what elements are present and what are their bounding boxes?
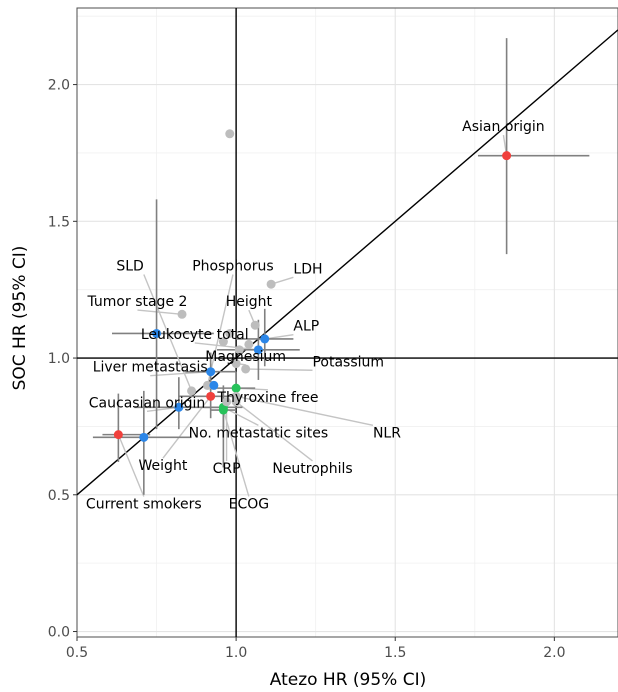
y-tick-label: 1.0: [48, 351, 70, 367]
label-leader-line: [137, 309, 183, 315]
point-label: LDH: [293, 261, 322, 277]
point-label: Thyroxine free: [216, 390, 318, 406]
reference-lines: [76, 8, 618, 637]
point-thyroxine-free: [231, 383, 241, 393]
point-label: Weight: [139, 458, 188, 474]
point-asian-origin: [502, 151, 512, 161]
point-liver-metastasis: [206, 367, 216, 377]
point-label: ECOG: [229, 496, 270, 512]
point-label: NLR: [373, 425, 401, 441]
point-label: Liver metastasis: [93, 360, 208, 376]
point-label: SLD: [116, 259, 143, 275]
point-phosphorus: [202, 380, 212, 390]
point-crp: [222, 397, 232, 407]
point-magnesium: [231, 359, 241, 369]
point-label: Magnesium: [205, 349, 286, 365]
point-caucasian-origin: [174, 402, 184, 412]
point-label: Phosphorus: [192, 259, 273, 275]
point-label: Potassium: [312, 354, 384, 370]
point-unlabeled: [225, 328, 235, 338]
point-sld: [187, 386, 197, 396]
label-leader-line: [245, 368, 313, 371]
point-label: Caucasian origin: [89, 395, 205, 411]
point-leukocyte-total: [253, 345, 263, 355]
point-ldh: [266, 279, 276, 289]
label-leader-line: [222, 409, 250, 497]
point-unlabeled: [244, 339, 254, 349]
x-axis-ticks: 0.5 1.0 1.5 2.0: [66, 637, 565, 661]
label-leader-line: [117, 434, 145, 497]
point-label: No. metastatic sites: [189, 425, 328, 441]
point-label: CRP: [213, 461, 241, 477]
point-unlabeled: [225, 129, 235, 139]
point-label: Neutrophils: [272, 461, 352, 477]
y-tick-label: 0.5: [48, 488, 70, 504]
y-tick-label: 0.0: [48, 625, 70, 641]
x-tick-label: 1.5: [384, 645, 406, 661]
x-tick-label: 0.5: [66, 645, 88, 661]
label-leader-lines: [117, 134, 508, 497]
point-ecog: [218, 405, 228, 415]
point-label: Tumor stage 2: [86, 294, 187, 310]
point-unlabeled: [139, 432, 149, 442]
point-height: [250, 320, 260, 330]
point-unlabeled: [152, 328, 162, 338]
point-tumor-stage-2: [177, 309, 187, 319]
x-axis-title: Atezo HR (95% CI): [270, 670, 427, 690]
point-unlabeled: [209, 380, 219, 390]
point-label: Height: [226, 294, 273, 310]
point-unlabeled: [234, 345, 244, 355]
label-leader-line: [235, 395, 374, 427]
point-alp: [260, 334, 270, 344]
point-label: Asian origin: [462, 119, 545, 135]
label-leader-line: [235, 401, 313, 462]
y-tick-label: 2.0: [48, 78, 70, 94]
point-neutrophils: [231, 397, 241, 407]
point-potassium: [241, 364, 251, 374]
point-weight: [206, 391, 216, 401]
data-points: [113, 129, 512, 442]
point-label: Leukocyte total: [141, 327, 249, 343]
y-tick-label: 1.5: [48, 214, 70, 230]
y-axis-title: SOC HR (95% CI): [10, 246, 30, 391]
identity-line: [76, 29, 618, 496]
point-label: Current smokers: [86, 496, 202, 512]
x-tick-label: 2.0: [543, 645, 565, 661]
panel-frame: [76, 7, 618, 638]
panel-border: [76, 7, 618, 638]
point-unlabeled: [218, 337, 228, 347]
point-labels: Asian origin SLD Phosphorus LDH Tumor stage …: [86, 119, 545, 512]
label-leader-line: [206, 274, 234, 386]
y-axis-ticks: 0.0 0.5 1.0 1.5 2.0: [48, 78, 77, 641]
x-tick-label: 1.0: [225, 645, 247, 661]
point-label: ALP: [293, 319, 319, 335]
grid: [76, 8, 618, 637]
point-current-smokers: [113, 430, 123, 440]
